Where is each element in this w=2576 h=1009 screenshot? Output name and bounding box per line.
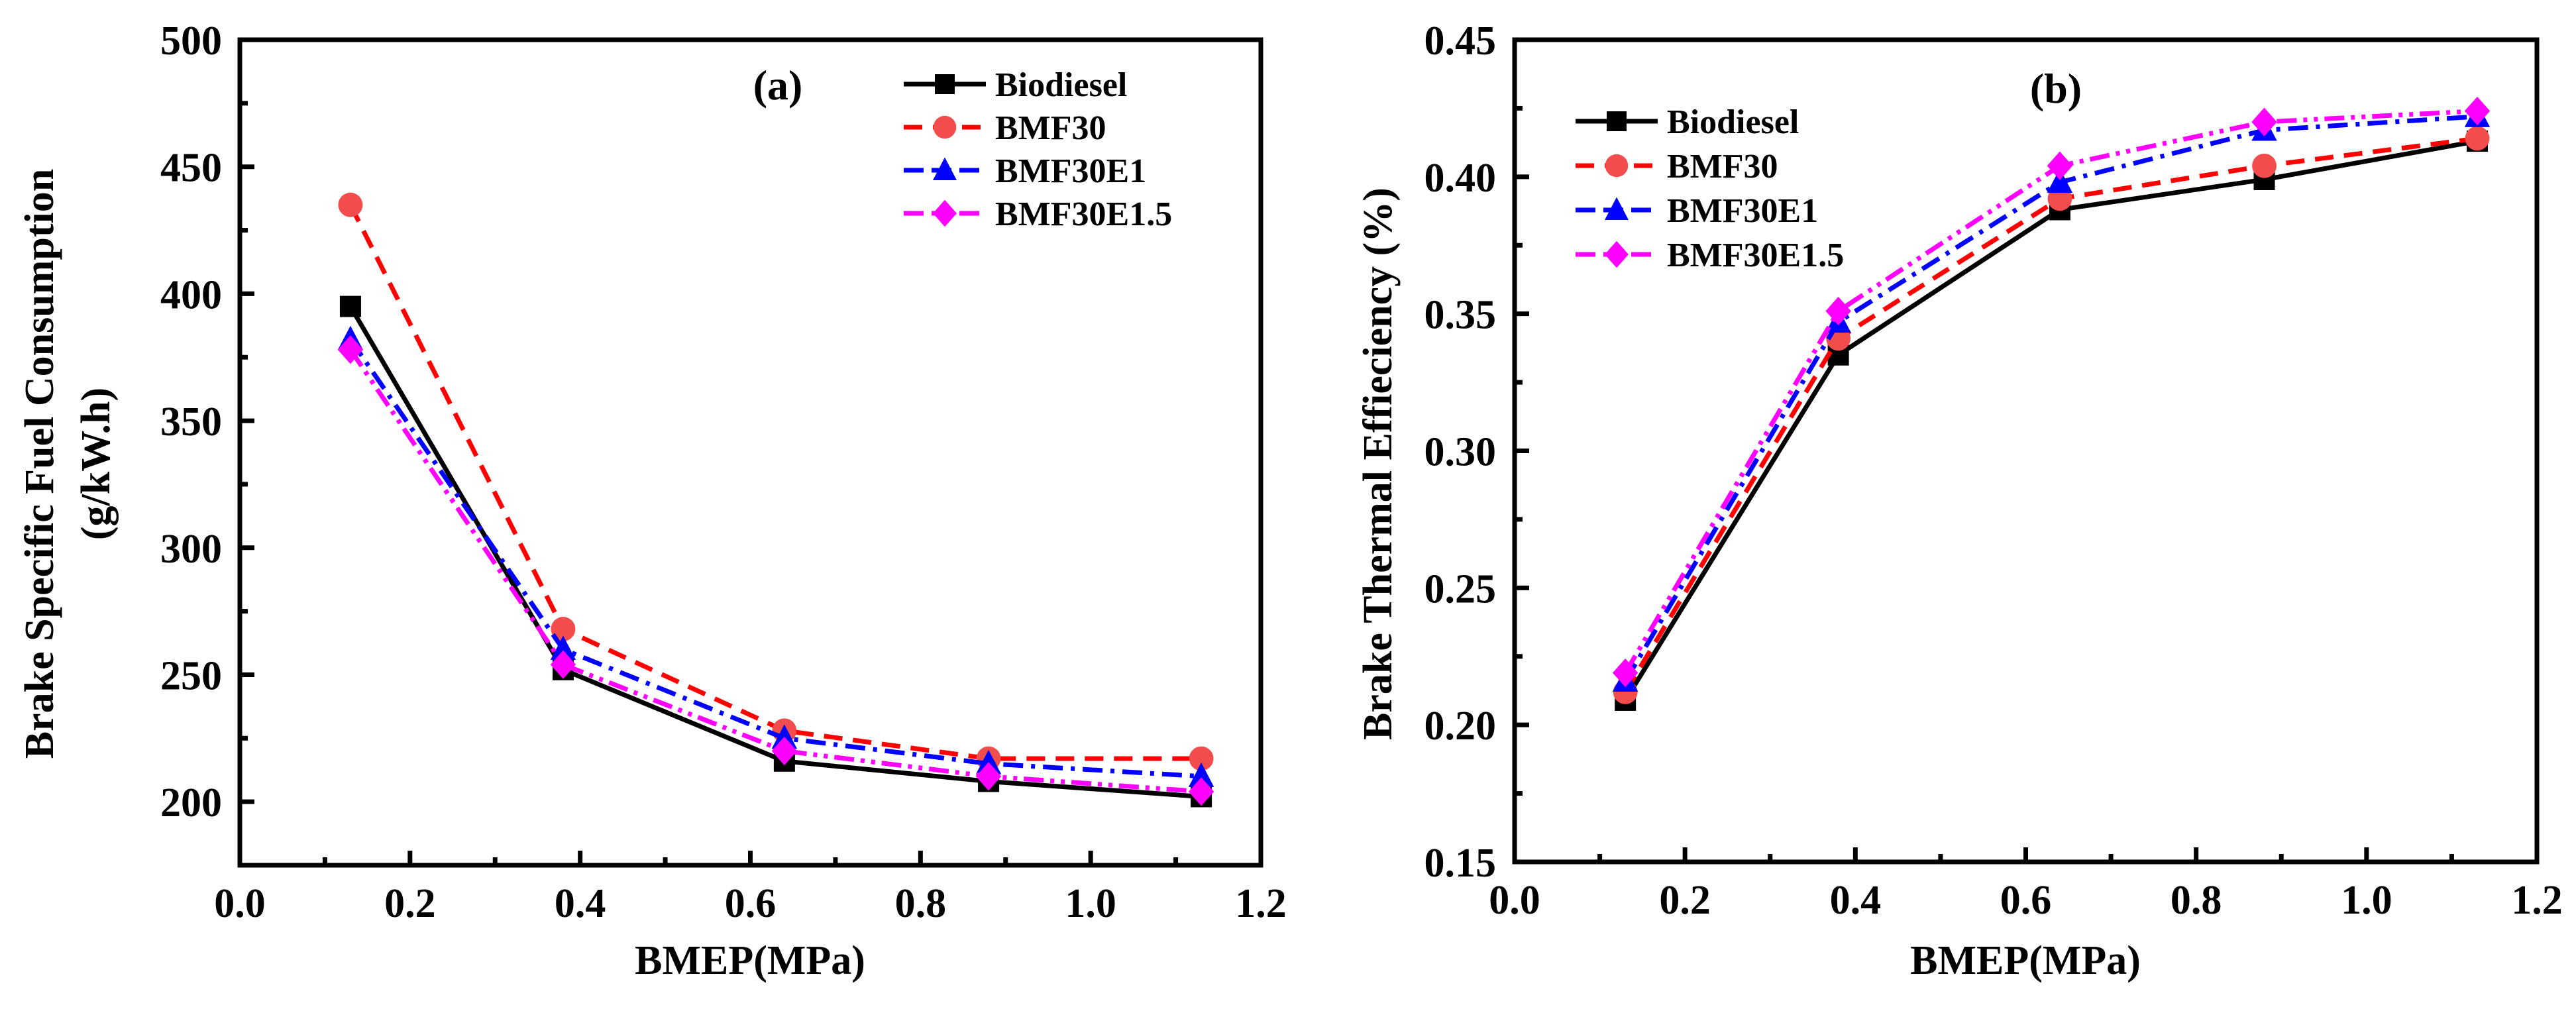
legend-marker-square [1607,111,1627,131]
data-point [338,192,363,217]
x-tick-label: 0.0 [214,881,266,926]
series-bmf30 [338,192,1214,771]
data-point [2464,96,2491,126]
legend-marker-circle [933,115,957,139]
y-tick-label: 250 [160,653,222,698]
y-tick-label: 500 [160,19,222,64]
series-bmf30e1 [337,325,1214,787]
data-point [2047,168,2073,193]
x-tick-label: 0.4 [1830,878,1882,923]
data-point [2251,107,2277,136]
y-tick-label: 400 [160,272,222,317]
legend-label: BMF30 [1667,148,1778,186]
y-tick-label: 0.25 [1424,566,1497,611]
panel-label: (a) [753,62,803,109]
x-axis-title: BMEP(MPa) [635,938,865,983]
y-tick-label: 0.15 [1424,841,1497,886]
y-tick-label: 0.30 [1424,430,1497,475]
data-point [550,650,576,679]
data-point [2047,151,2073,180]
legend-label: BMF30E1.5 [995,195,1172,233]
y-axis-title: Brake Specific Fuel Consumption [17,169,62,759]
x-tick-label: 0.2 [1659,878,1711,923]
legend-label: Biodiesel [1667,103,1799,141]
series-line [349,348,1202,794]
x-tick-label: 1.2 [1235,881,1287,926]
data-point [1189,746,1214,771]
legend-marker-triangle [933,157,957,180]
x-axis-title: BMEP(MPa) [1910,938,2141,983]
data-point [771,736,798,766]
x-tick-label: 0.0 [1489,878,1540,923]
data-point [1188,763,1214,787]
legend-label: BMF30E1 [1667,192,1818,230]
y-axis-title: (g/kW.h) [74,388,119,540]
legend-label: BMF30E1.5 [1667,237,1844,274]
legend-label: BMF30E1 [995,152,1146,190]
y-tick-label: 0.35 [1424,293,1497,338]
y-axis-title: Brake Thermal Effieciency (%) [1356,187,1401,740]
series-line [348,203,1202,761]
y-tick-label: 200 [160,780,222,825]
data-point [550,635,576,661]
x-tick-label: 0.8 [895,881,947,926]
legend-marker-diamond [1605,240,1629,268]
x-tick-label: 1.0 [1065,881,1116,926]
series-line [349,338,1202,779]
x-tick-label: 0.4 [555,881,606,926]
x-tick-label: 0.6 [2000,878,2052,923]
legend-label: Biodiesel [995,66,1127,104]
series-bmf30e1-5 [337,335,1214,806]
data-point [1612,658,1638,688]
x-tick-label: 0.6 [725,881,777,926]
data-point [339,295,361,317]
series-bmf30e1-5 [1612,96,2491,688]
data-point [337,335,364,364]
y-tick-label: 0.20 [1424,704,1497,749]
data-point [1825,296,1851,326]
legend-marker-circle [1605,154,1629,178]
data-point [2252,153,2277,178]
x-tick-label: 0.2 [384,881,436,926]
x-tick-label: 0.8 [2171,878,2222,923]
chart-a-bsfc: 0.0 0.2 0.4 0.6 0.8 1.0 1.2 200 250 300 350 400 450 5… [17,19,1287,983]
data-point [1188,777,1214,806]
y-tick-label: 0.45 [1424,19,1497,64]
y-tick-label: 350 [160,399,222,445]
x-tick-label: 1.0 [2341,878,2392,923]
legend-label: BMF30 [995,109,1106,147]
legend-marker-triangle [1605,197,1629,220]
chart-b-bte: 0.0 0.2 0.4 0.6 0.8 1.0 1.2 0.15 0.20 0.25 0.30 0.3… [1356,19,2563,983]
data-point [551,617,576,641]
series-bmf30 [1613,126,2490,704]
series-bmf30e1 [1612,103,2491,692]
y-tick-label: 300 [160,527,222,572]
data-point [2465,126,2490,151]
x-tick-label: 1.2 [2511,878,2563,923]
data-point [975,762,1002,791]
legend-marker-diamond [933,199,957,227]
panel-label: (b) [2030,65,2082,112]
y-tick-label: 450 [160,146,222,191]
legend-marker-square [935,74,955,94]
y-tick-label: 0.40 [1424,156,1497,201]
